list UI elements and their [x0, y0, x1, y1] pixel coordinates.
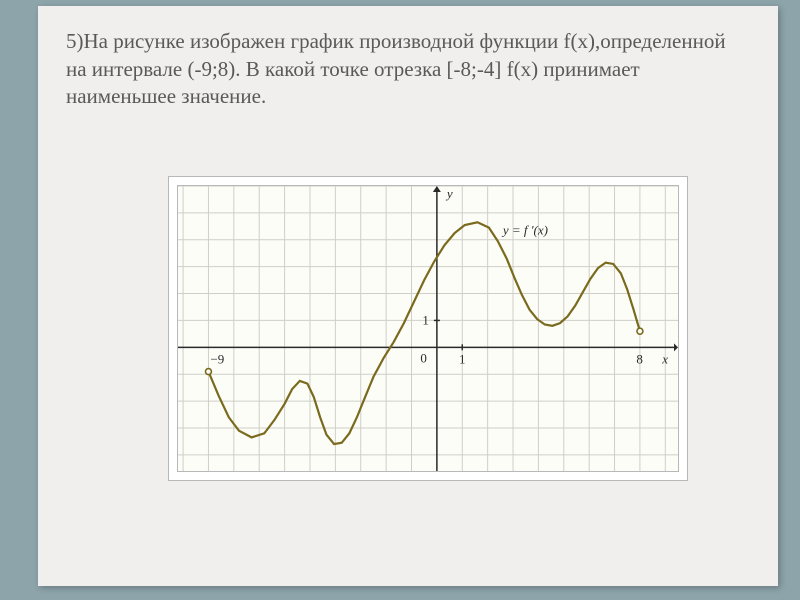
svg-text:0: 0: [420, 350, 427, 365]
problem-text: 5)На рисунке изображен график производно…: [38, 6, 778, 125]
svg-text:1: 1: [459, 351, 466, 366]
svg-text:x: x: [661, 351, 668, 366]
chart-area: y x 0 −9 1 8 1 y = f '(x): [177, 185, 679, 472]
svg-text:1: 1: [422, 312, 429, 327]
svg-text:−9: −9: [210, 351, 224, 366]
problem-number: 5): [66, 29, 84, 53]
derivative-graph: y x 0 −9 1 8 1 y = f '(x): [178, 186, 678, 471]
chart-frame: y x 0 −9 1 8 1 y = f '(x): [168, 176, 688, 481]
svg-text:y = f '(x): y = f '(x): [501, 222, 548, 237]
problem-body: На рисунке изображен график производной …: [66, 29, 726, 108]
svg-text:y: y: [445, 186, 453, 201]
slide: 5)На рисунке изображен график производно…: [38, 6, 778, 586]
svg-text:8: 8: [636, 351, 643, 366]
